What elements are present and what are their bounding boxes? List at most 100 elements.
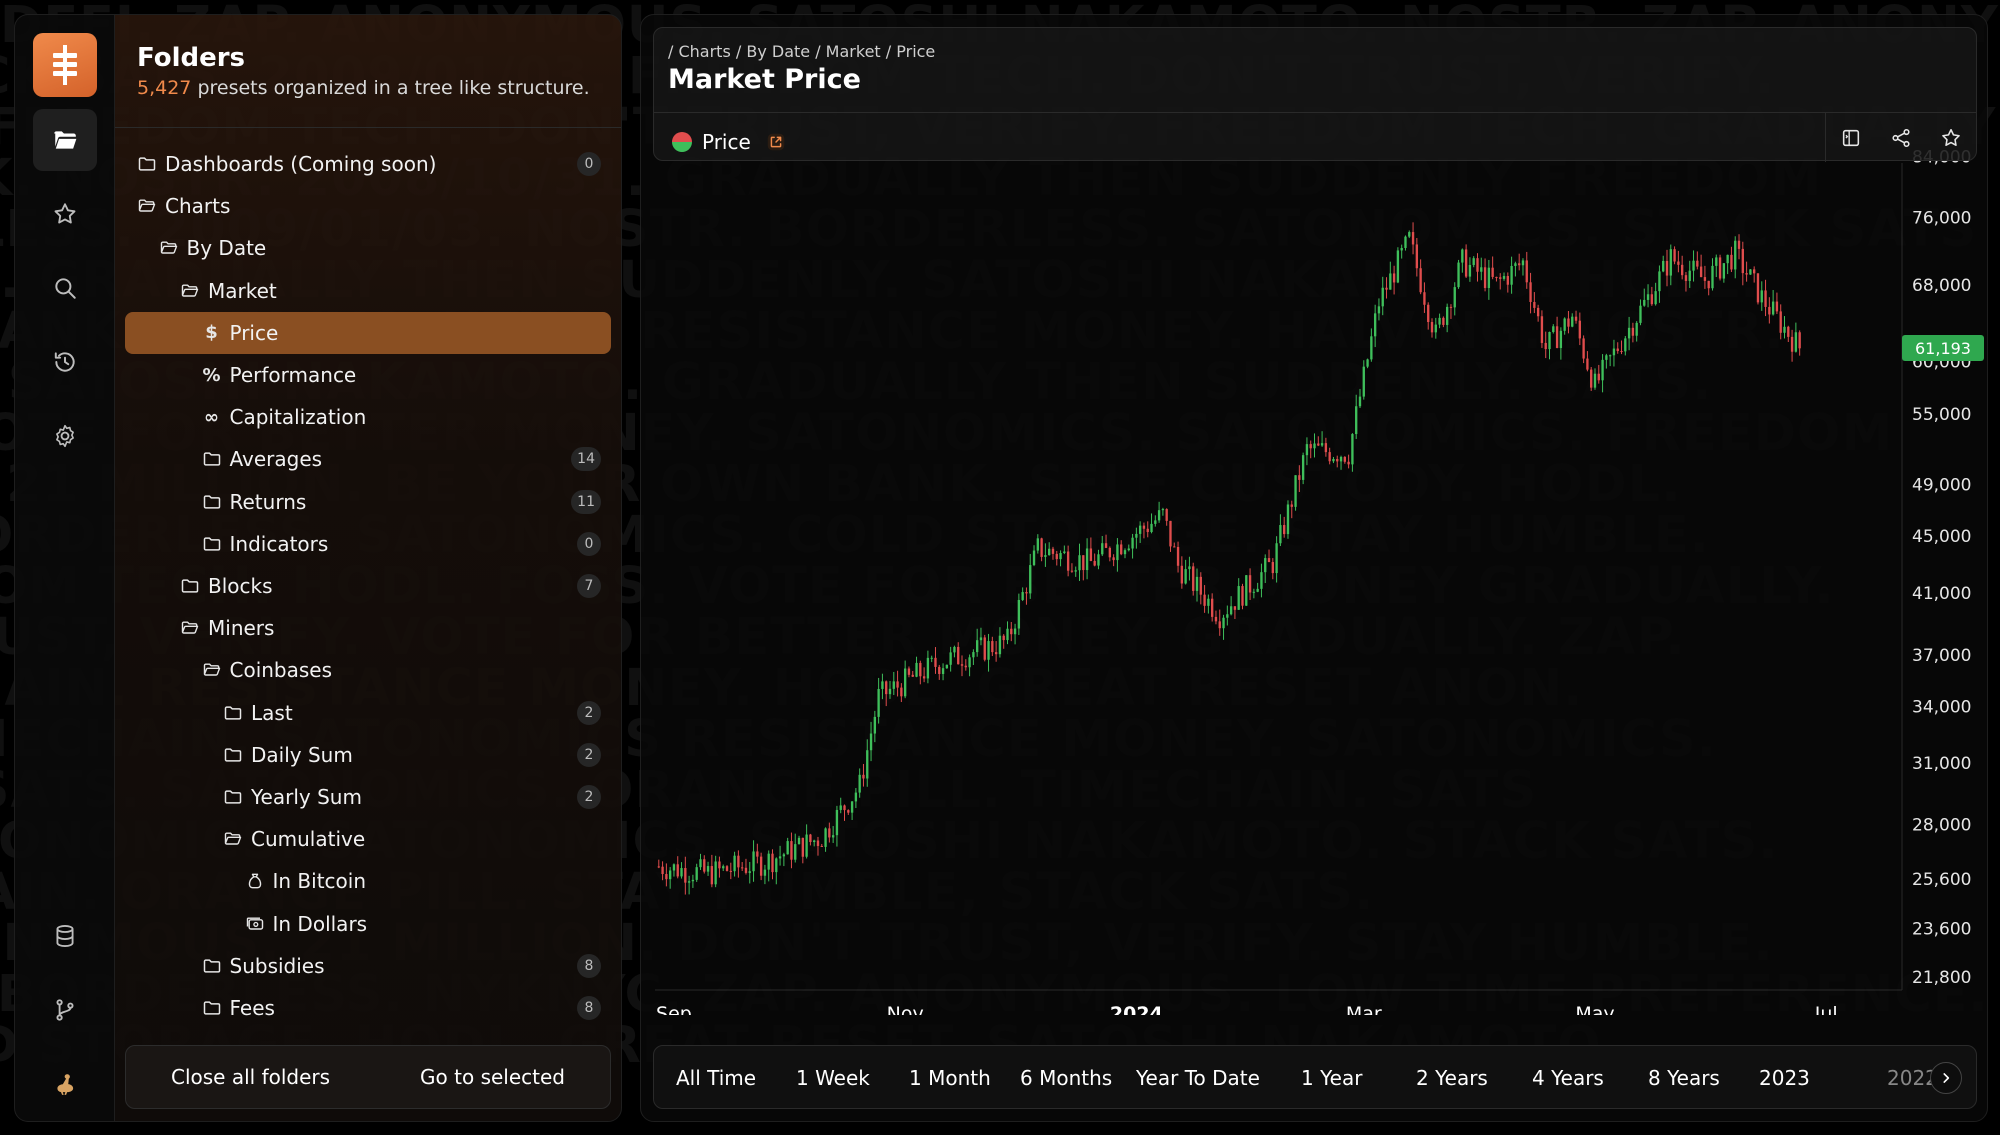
app-logo[interactable]	[33, 33, 97, 97]
candle-body	[1684, 275, 1688, 281]
candle-body	[938, 666, 941, 674]
tree-item-indicators[interactable]: Indicators 0	[125, 523, 611, 565]
tree-item-miners[interactable]: Miners	[125, 607, 611, 649]
rail-git-button[interactable]	[33, 979, 97, 1041]
candle-body	[1631, 327, 1635, 336]
range-1-week[interactable]: 1 Week	[796, 1066, 870, 1090]
tree-item-by-date[interactable]: By Date	[125, 227, 611, 269]
item-count-badge: 7	[577, 574, 601, 598]
tree-item-in-dollars[interactable]: In Dollars	[125, 903, 611, 945]
tree-item-returns[interactable]: Returns 11	[125, 481, 611, 523]
share-button[interactable]	[1876, 113, 1926, 162]
candle-body	[1430, 322, 1434, 333]
tree-item-averages[interactable]: Averages 14	[125, 438, 611, 480]
candle-body	[729, 870, 732, 872]
candle-body	[1654, 291, 1657, 305]
range-2023[interactable]: 2023	[1759, 1066, 1810, 1090]
candle-body	[1476, 258, 1479, 272]
candle-body	[1097, 554, 1100, 566]
candle-body	[1256, 588, 1259, 592]
candle-body	[1597, 373, 1600, 381]
rail-settings-button[interactable]	[33, 405, 97, 467]
candle-body	[1612, 348, 1616, 356]
candle-body	[1351, 434, 1354, 465]
rail-history-button[interactable]	[33, 331, 97, 393]
rail-favorites-button[interactable]	[33, 183, 97, 245]
candle-body	[1339, 456, 1343, 462]
candle-body	[1085, 548, 1089, 571]
candle-body	[1002, 635, 1005, 641]
folders-title: Folders	[137, 43, 246, 73]
candle-body	[1457, 262, 1460, 288]
logo-icon	[53, 45, 77, 85]
folder-actions: Close all folders Go to selected	[125, 1045, 611, 1109]
candle-body	[820, 845, 823, 847]
candle-body	[1381, 287, 1384, 307]
rail-folders-button[interactable]	[33, 109, 97, 171]
range-1-year[interactable]: 1 Year	[1301, 1066, 1363, 1090]
tree-item-dashboards-coming-soon[interactable]: Dashboards (Coming soon) 0	[125, 143, 611, 185]
tree-item-daily-sum[interactable]: Daily Sum 2	[125, 734, 611, 776]
candle-body	[1445, 306, 1449, 325]
tree-item-capitalization[interactable]: ∞ Capitalization	[125, 396, 611, 438]
favorite-button[interactable]	[1926, 113, 1976, 162]
folders-header: Folders 5,427 presets organized in a tre…	[137, 43, 590, 99]
tree-item-label: Capitalization	[229, 405, 367, 430]
rail-database-button[interactable]	[33, 905, 97, 967]
tree-item-cumulative[interactable]: Cumulative	[125, 818, 611, 860]
candle-body	[998, 635, 1002, 655]
candle-body	[1449, 306, 1453, 308]
tree-item-blocks[interactable]: Blocks 7	[125, 565, 611, 607]
rail-search-button[interactable]	[33, 257, 97, 319]
tree-item-market[interactable]: Market	[125, 270, 611, 312]
candle-body	[854, 792, 858, 802]
series-legend-item[interactable]: Price	[672, 130, 787, 154]
scroll-ranges-button[interactable]	[1930, 1062, 1962, 1094]
candle-body	[1559, 330, 1563, 348]
tree-item-last[interactable]: Last 2	[125, 692, 611, 734]
go-to-selected-button[interactable]: Go to selected	[420, 1065, 565, 1089]
range-6-months[interactable]: 6 Months	[1020, 1066, 1113, 1090]
range-8-years[interactable]: 8 Years	[1648, 1066, 1720, 1090]
close-all-folders-button[interactable]: Close all folders	[171, 1065, 331, 1089]
candle-body	[1499, 277, 1502, 279]
price-chart[interactable]: 84,00076,00068,00060,00055,00049,00045,0…	[641, 15, 1989, 1015]
tree-item-in-bitcoin[interactable]: In Bitcoin	[125, 860, 611, 902]
tree-item-yearly-sum[interactable]: Yearly Sum 2	[125, 776, 611, 818]
candle-body	[801, 837, 804, 857]
folder-open-icon	[54, 131, 77, 149]
tree-item-fees[interactable]: Fees 8	[125, 987, 611, 1029]
tree-item-label: Miners	[208, 616, 275, 641]
toggle-panel-button[interactable]	[1826, 113, 1876, 162]
candle-body	[676, 864, 679, 877]
candle-body	[1715, 257, 1718, 266]
candle-body	[1521, 260, 1525, 266]
tree-item-price[interactable]: $ Price	[125, 311, 611, 354]
range-2-years[interactable]: 2 Years	[1416, 1066, 1488, 1090]
candle-body	[1487, 267, 1491, 288]
candle-body	[1021, 592, 1024, 600]
candle-body	[1525, 260, 1528, 283]
candle-body	[1377, 306, 1381, 314]
range-4-years[interactable]: 4 Years	[1532, 1066, 1604, 1090]
tree-item-performance[interactable]: % Performance	[125, 354, 611, 396]
rail-mascot-button[interactable]	[33, 1053, 97, 1115]
tree-item-charts[interactable]: Charts	[125, 185, 611, 227]
candle-body	[756, 851, 759, 857]
tree-item-subsidies[interactable]: Subsidies 8	[125, 945, 611, 987]
range-year-to-date[interactable]: Year To Date	[1136, 1066, 1260, 1090]
range-1-month[interactable]: 1 Month	[909, 1066, 991, 1090]
candle-body	[797, 837, 801, 845]
candle-body	[805, 834, 808, 857]
folder-icon	[180, 576, 200, 596]
candle-body	[1533, 301, 1536, 308]
header-actions	[1825, 113, 1976, 162]
folder-icon	[202, 492, 222, 512]
tree-item-coinbases[interactable]: Coinbases	[125, 649, 611, 691]
range-2022[interactable]: 2022	[1887, 1066, 1938, 1090]
external-link-icon[interactable]	[765, 131, 787, 153]
candle-body	[1396, 250, 1400, 283]
range-all-time[interactable]: All Time	[676, 1066, 757, 1090]
x-tick-label: Sep	[656, 1003, 692, 1015]
candle-body	[1332, 458, 1335, 462]
